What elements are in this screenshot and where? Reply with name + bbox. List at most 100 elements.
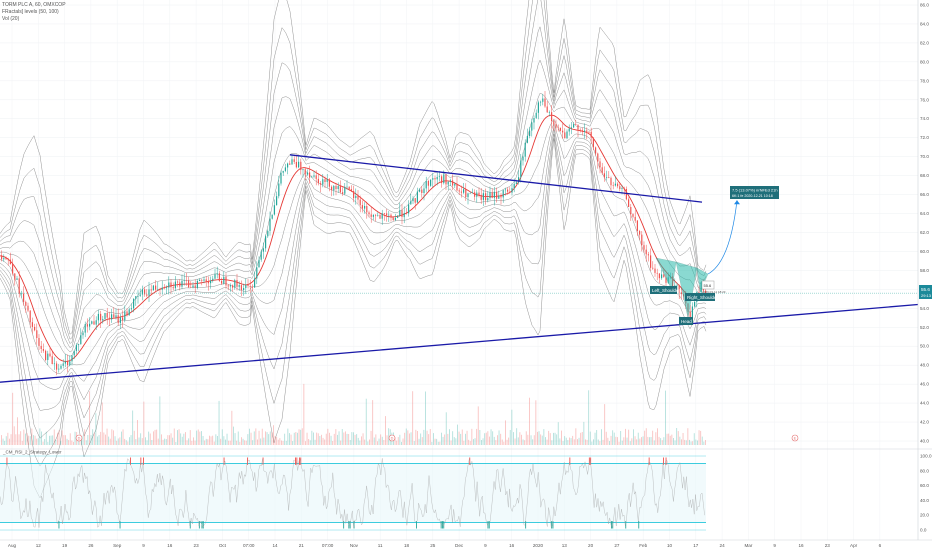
candle-body [647, 254, 649, 256]
x-tick-label: Mar [744, 543, 752, 548]
candle-body [337, 186, 339, 189]
candle-body [75, 345, 77, 351]
volume-bar [447, 433, 449, 445]
volume-bar [31, 428, 33, 445]
candle-body [423, 188, 425, 193]
volume-bar [383, 440, 385, 445]
volume-bar [263, 437, 265, 445]
volume-bar [455, 438, 457, 445]
volume-bar [255, 428, 257, 445]
candle-body [427, 181, 429, 186]
volume-bar [250, 432, 252, 445]
left-shoulder-label: Left_Shoulder [652, 288, 681, 293]
volume-bar [618, 441, 620, 445]
candle-body [456, 183, 458, 191]
candle-body [287, 163, 289, 168]
candle-body [562, 130, 564, 133]
candle-body [676, 285, 678, 286]
projection-arrowhead [734, 200, 740, 205]
volume-bar [177, 430, 178, 445]
rsi-signal-bar [588, 457, 590, 465]
right-shoulder-label: Right_Shoulder [687, 295, 719, 300]
candle-body [606, 177, 608, 178]
volume-bar [241, 437, 242, 445]
volume-bar [311, 430, 313, 445]
event-marker-d2[interactable] [388, 434, 396, 442]
candle-body [460, 191, 462, 193]
candle-body [614, 183, 616, 186]
volume-bar [239, 441, 241, 445]
candle-body [548, 112, 550, 113]
volume-bar [25, 433, 26, 445]
volume-bar [605, 431, 607, 445]
candle-body [223, 276, 225, 284]
projection-box[interactable] [730, 186, 779, 199]
volume-bar [290, 434, 292, 445]
volume-bar [465, 433, 466, 445]
volume-bar [524, 440, 526, 445]
candle-body [478, 192, 480, 196]
volume-bar [173, 428, 175, 445]
candle-body [430, 179, 432, 186]
volume-bar [431, 441, 433, 445]
volume-bar [181, 436, 183, 445]
candle-body [49, 353, 51, 357]
candle-body [581, 130, 583, 132]
y-tick-label: 64.0 [920, 211, 929, 216]
volume-bar [498, 430, 500, 445]
volume-bar [266, 432, 268, 445]
volume-bar [247, 434, 249, 445]
candle-body [247, 284, 249, 286]
event-marker-e[interactable] [791, 434, 799, 442]
volume-bar [170, 433, 172, 445]
volume-bar [220, 438, 222, 445]
volume-bar [666, 433, 668, 445]
volume-bar [585, 439, 586, 445]
price-badge[interactable] [919, 285, 932, 299]
candle-body [192, 285, 194, 288]
candle-body [326, 179, 328, 182]
x-tick-label: 12 [36, 543, 42, 548]
candle-body [295, 162, 297, 168]
candle-body [498, 195, 500, 199]
y-tick-label: 54.0 [920, 306, 929, 311]
volume-bar [684, 439, 686, 445]
volume-bar [415, 429, 417, 445]
volume-bar [693, 433, 695, 445]
volume-bar [362, 433, 364, 445]
candle-body [364, 206, 366, 209]
volume-bar [159, 396, 161, 445]
volume-bar [493, 436, 495, 445]
volume-bar [477, 406, 479, 445]
volume-bar [145, 437, 146, 445]
volume-bar [527, 434, 529, 445]
fractal-band-line [0, 59, 707, 353]
volume-bar [226, 433, 228, 445]
candle-body [370, 214, 372, 217]
candle-body [324, 179, 326, 182]
volume-bar [348, 434, 350, 445]
trend-lines[interactable] [0, 154, 919, 383]
candle-body [526, 136, 528, 143]
rsi-tick-label: 0.0 [920, 528, 927, 533]
candle-body [449, 180, 451, 182]
volume-bar [442, 436, 444, 445]
volume-bar [365, 398, 367, 445]
event-marker-d1[interactable] [75, 434, 83, 442]
y-tick-label: 60.0 [920, 249, 929, 254]
volume-bar [138, 437, 140, 445]
candle-body [284, 167, 286, 171]
indicator-volume: Vol (20) [2, 16, 20, 22]
candle-body [500, 195, 502, 198]
volume-bar [676, 428, 678, 445]
volume-bar [689, 439, 690, 445]
candle-body [665, 277, 667, 283]
volume-bar [133, 430, 135, 445]
candle-body [487, 198, 489, 201]
fractal-band-line [0, 0, 707, 335]
volume-bar [313, 432, 314, 445]
volume-bar [490, 429, 492, 445]
rsi-signal-bar [6, 457, 8, 465]
